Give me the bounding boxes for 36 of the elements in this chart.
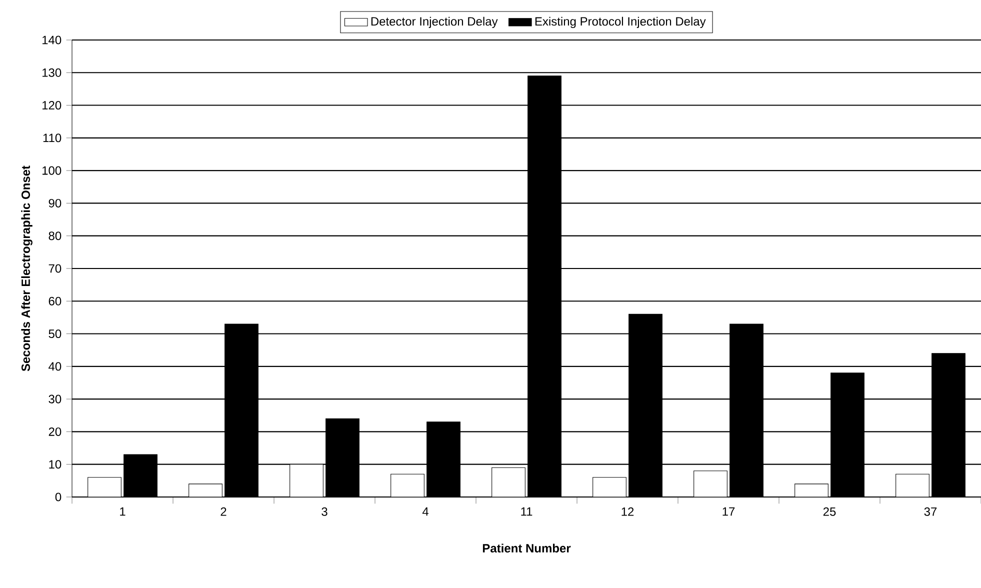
bar: [794, 484, 828, 497]
bar: [492, 467, 526, 497]
y-tick-label: 40: [48, 362, 62, 371]
x-tick-label: 17: [722, 507, 735, 516]
y-tick-label: 110: [43, 134, 62, 142]
y-tick-label: 120: [42, 101, 62, 110]
bar: [88, 477, 122, 497]
x-tick-label: 2: [220, 507, 226, 516]
y-tick-label: 0: [55, 492, 62, 502]
y-tick-label: 10: [49, 460, 62, 469]
y-tick-label: 30: [48, 394, 62, 404]
x-axis-title: Patient Number: [482, 544, 571, 553]
x-tick-label: 12: [622, 507, 634, 516]
bar: [188, 484, 222, 497]
x-tick-label: 37: [924, 507, 937, 516]
bar: [896, 474, 930, 497]
y-tick-label: 70: [48, 264, 62, 273]
x-tick-label: 3: [322, 507, 328, 516]
y-tick-label: 50: [48, 330, 62, 338]
x-tick-label: 11: [521, 507, 532, 516]
y-tick-label: 100: [42, 166, 62, 175]
y-tick-label: 130: [42, 68, 62, 77]
bar: [390, 474, 424, 497]
y-tick-label: 140: [42, 36, 62, 44]
x-tick-label: 1: [120, 507, 126, 516]
bar: [592, 477, 626, 497]
y-axis-title: Seconds After Electrographic Onset: [21, 166, 32, 372]
y-tick-label: 20: [48, 427, 62, 436]
bar: [694, 470, 728, 497]
y-tick-label: 90: [48, 198, 62, 208]
y-tick-label: 60: [48, 296, 62, 306]
x-tick-label: 25: [823, 507, 836, 516]
legend-label: Existing Protocol Injection Delay: [535, 16, 706, 28]
x-tick-label: 4: [422, 507, 428, 516]
y-tick-label: 80: [48, 232, 62, 240]
legend-label: Detector Injection Delay: [371, 16, 498, 28]
